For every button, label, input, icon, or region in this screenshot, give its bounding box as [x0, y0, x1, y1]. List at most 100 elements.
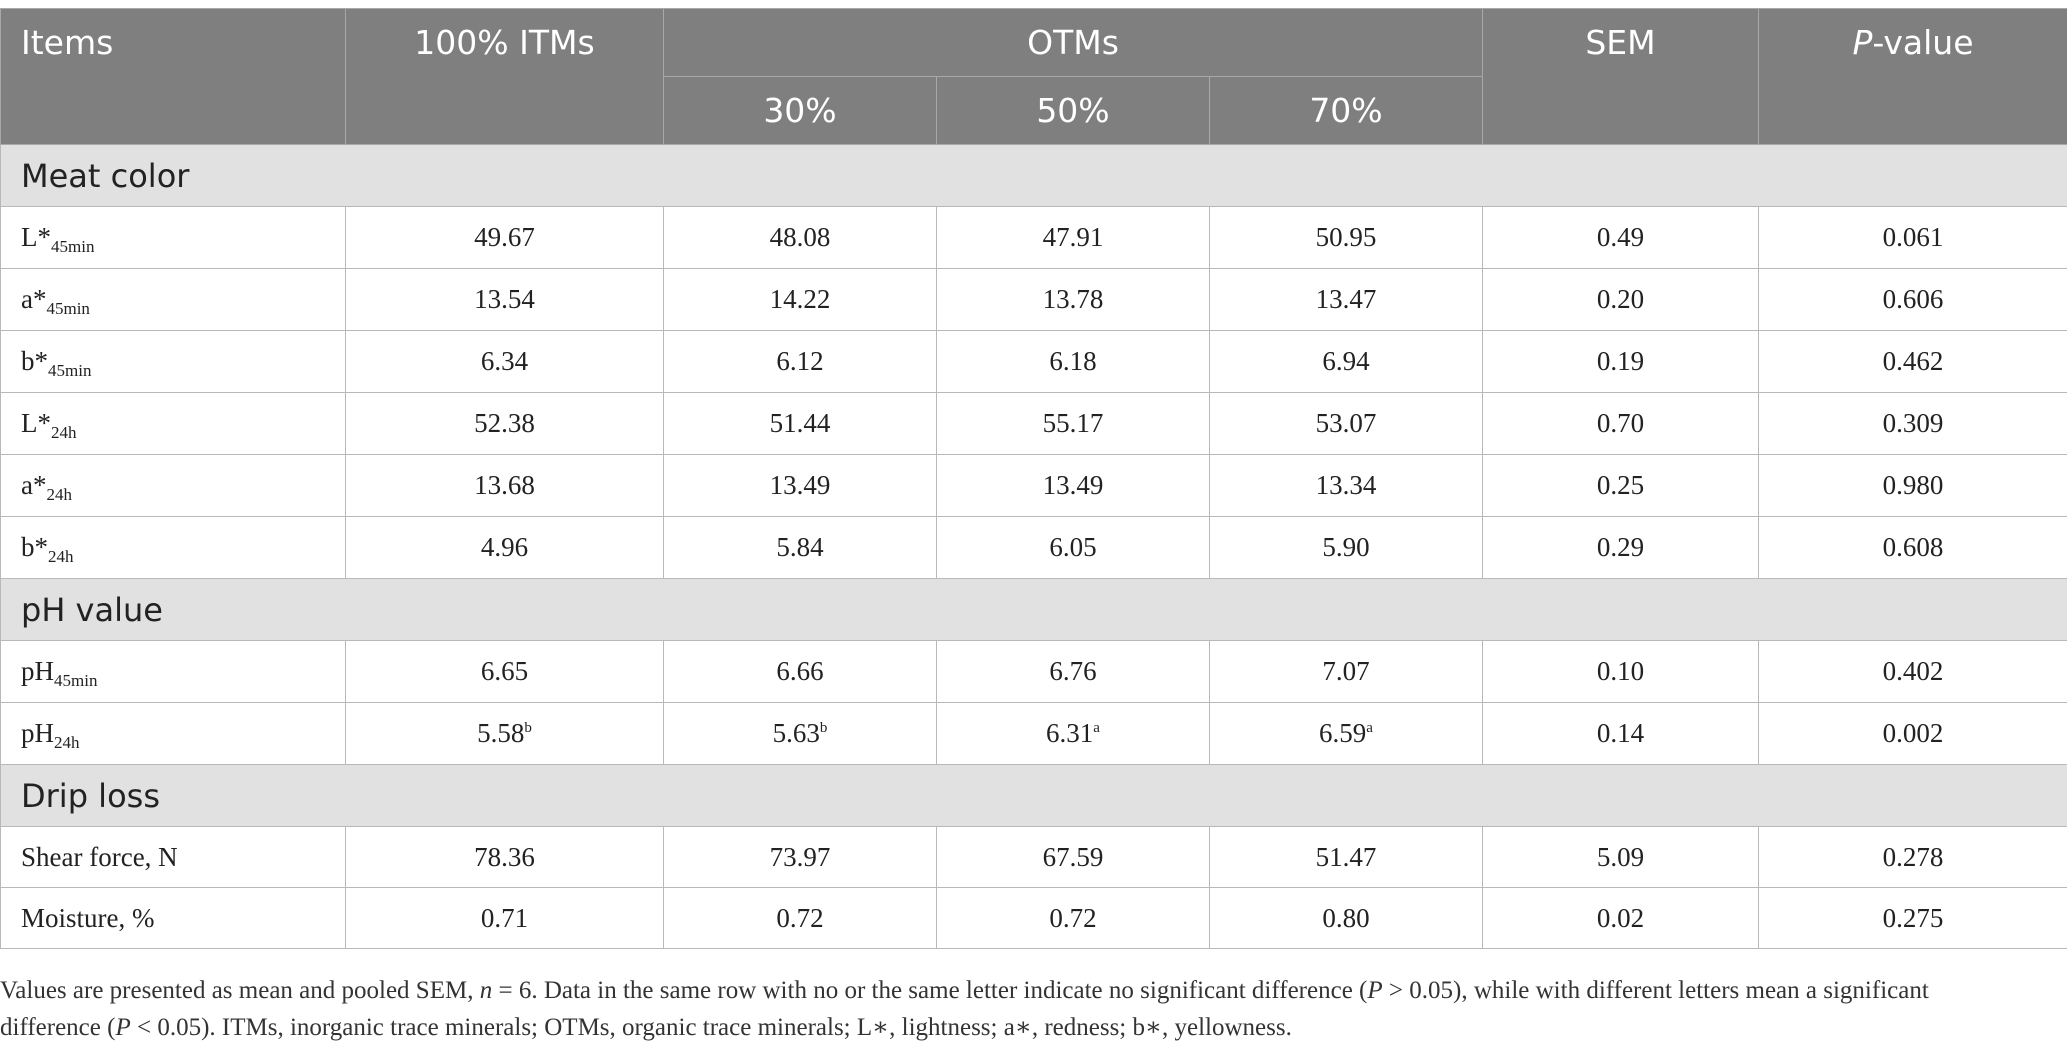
cell-value: 52.38 [474, 408, 535, 438]
row-label-subscript: 45min [48, 361, 92, 380]
table-row: a*45min 13.54 14.22 13.78 13.47 0.20 0.606 [0, 268, 2067, 331]
header-items: Items [0, 8, 346, 145]
value-cell: 5.58b [345, 702, 664, 765]
table-row: pH45min 6.65 6.66 6.76 7.07 0.10 0.402 [0, 640, 2067, 703]
footnote-text: Values are presented as mean and pooled … [0, 977, 480, 1004]
row-label: Moisture, % [0, 887, 346, 949]
section-title: pH value [0, 578, 2067, 641]
section-row: Meat color [0, 144, 2067, 207]
value-cell: 0.72 [936, 887, 1210, 949]
table-body: Meat color L*45min 49.67 48.08 47.91 50.95 0.4… [0, 144, 2067, 949]
row-label-subscript: 45min [46, 299, 90, 318]
row-label-subscript: 45min [51, 237, 95, 256]
cell-value: 4.96 [480, 532, 529, 562]
value-cell: 13.49 [663, 454, 937, 517]
cell-value: 0.72 [1049, 902, 1097, 933]
cell-value: 78.36 [474, 841, 535, 872]
table-row: pH24h 5.58b 5.63b 6.31a 6.59a 0.14 0.002 [0, 702, 2067, 765]
sem-cell: 0.14 [1482, 702, 1759, 765]
row-label-base: a* [21, 470, 47, 500]
value-cell: 13.68 [345, 454, 664, 517]
value-cell: 48.08 [663, 206, 937, 269]
cell-value: 6.34 [480, 346, 529, 376]
value-cell: 6.76 [936, 640, 1210, 703]
pvalue-cell: 0.002 [1758, 702, 2067, 765]
header-pvalue: P-value [1758, 8, 2067, 145]
sem-cell: 0.19 [1482, 330, 1759, 393]
pvalue-cell: 0.061 [1758, 206, 2067, 269]
pvalue-cell: 0.462 [1758, 330, 2067, 393]
row-label-base: b* [21, 346, 48, 376]
header-otms: OTMs [663, 8, 1483, 77]
cell-value: 0.72 [776, 902, 824, 933]
footnote-p: P [1367, 977, 1383, 1004]
value-cell: 67.59 [936, 826, 1210, 888]
sem-cell: 0.25 [1482, 454, 1759, 517]
table-row: b*45min 6.34 6.12 6.18 6.94 0.19 0.462 [0, 330, 2067, 393]
cell-value: 13.49 [1042, 470, 1104, 500]
cell-value: 0.71 [480, 902, 529, 933]
row-label-subscript: 24h [46, 485, 72, 504]
value-cell: 78.36 [345, 826, 664, 888]
sem-cell: 0.49 [1482, 206, 1759, 269]
cell-value: 73.97 [769, 841, 831, 872]
value-cell: 5.84 [663, 516, 937, 579]
row-label: a*45min [0, 268, 346, 331]
value-cell: 53.07 [1209, 392, 1483, 455]
pvalue-cell: 0.309 [1758, 392, 2067, 455]
row-label: Shear force, N [0, 826, 346, 888]
cell-value: 13.47 [1315, 284, 1377, 314]
cell-value: 51.44 [769, 408, 831, 438]
row-label: pH45min [0, 640, 346, 703]
footnote-text: = 6. Data in the same row with no or the… [492, 977, 1368, 1004]
header-otms-70: 70% [1209, 76, 1483, 145]
row-label-base: Moisture, % [21, 902, 155, 933]
value-cell: 5.63b [663, 702, 937, 765]
table-footnote: Values are presented as mean and pooled … [0, 972, 2067, 1046]
cell-value: 7.07 [1322, 656, 1370, 686]
row-label-base: Shear force, N [21, 841, 178, 872]
cell-value: 14.22 [769, 284, 831, 314]
value-cell: 6.34 [345, 330, 664, 393]
value-cell: 7.07 [1209, 640, 1483, 703]
value-cell: 0.72 [663, 887, 937, 949]
value-cell: 47.91 [936, 206, 1210, 269]
section-row: pH value [0, 578, 2067, 641]
cell-value: 51.47 [1315, 841, 1377, 872]
value-cell: 13.34 [1209, 454, 1483, 517]
cell-value: 6.59 [1319, 718, 1367, 748]
cell-value: 67.59 [1042, 841, 1104, 872]
header-row-1: Items 100% ITMs OTMs SEM P-value [0, 8, 2067, 145]
value-cell: 6.66 [663, 640, 937, 703]
cell-value: 13.34 [1315, 470, 1377, 500]
value-cell: 6.65 [345, 640, 664, 703]
cell-value: 5.90 [1322, 532, 1370, 562]
row-label-subscript: 24h [54, 733, 80, 752]
row-label-base: a* [21, 284, 47, 314]
sem-cell: 0.70 [1482, 392, 1759, 455]
significance-letter: b [819, 720, 828, 736]
pvalue-cell: 0.275 [1758, 887, 2067, 949]
header-row-2: 30% 50% 70% [1, 76, 2067, 145]
value-cell: 4.96 [345, 516, 664, 579]
pvalue-cell: 0.606 [1758, 268, 2067, 331]
cell-value: 5.63 [772, 718, 820, 748]
section-row: Drip loss [0, 764, 2067, 827]
sem-cell: 0.02 [1482, 887, 1759, 949]
cell-value: 6.18 [1049, 346, 1097, 376]
value-cell: 6.18 [936, 330, 1210, 393]
row-label-base: L* [21, 408, 51, 438]
footnote-n: n [479, 977, 493, 1004]
row-label-base: b* [21, 532, 48, 562]
row-label: b*24h [0, 516, 346, 579]
cell-value: 5.58 [477, 718, 525, 748]
value-cell: 13.54 [345, 268, 664, 331]
row-label-subscript: 24h [48, 547, 74, 566]
value-cell: 5.90 [1209, 516, 1483, 579]
value-cell: 0.71 [345, 887, 664, 949]
cell-value: 13.49 [769, 470, 831, 500]
value-cell: 6.94 [1209, 330, 1483, 393]
pvalue-cell: 0.278 [1758, 826, 2067, 888]
value-cell: 49.67 [345, 206, 664, 269]
header-sem: SEM [1482, 8, 1759, 145]
